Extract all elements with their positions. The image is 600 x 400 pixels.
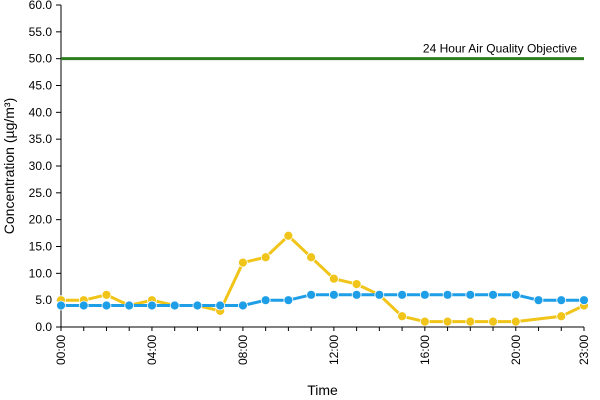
series-line-1 [61,234,585,324]
x-tick-label: 23:00 [577,335,591,365]
series-2-point [374,289,385,300]
series-1-point [283,230,294,241]
series-1-point [397,311,407,322]
series-2-point [192,300,203,311]
series-1-point [556,311,567,322]
x-tick-label: 16:00 [418,335,432,365]
y-tick-label: 15.0 [29,240,53,254]
series-2-point [101,300,112,311]
series-2-point [238,300,248,311]
x-tick-label: 08:00 [236,335,250,365]
series-1-point [488,316,498,327]
y-axis-title: Concentration (µg/m³) [1,98,17,234]
x-tick-label: 20:00 [509,335,523,365]
series-1-point [419,316,430,327]
y-tick-label: 35.0 [29,132,53,146]
series-1-point [465,316,476,327]
y-tick-label: 0.0 [35,320,52,334]
y-tick-label: 30.0 [29,159,53,173]
series-2-point [147,300,157,311]
series-1-point [306,252,317,263]
series-2-point [260,295,271,306]
x-tick-label: 00:00 [54,335,68,365]
series-2-point [215,300,226,311]
series-1-point [238,257,248,268]
series-2-point [169,300,180,311]
series-1-point [260,252,271,263]
x-axis-ticks: 00:00 04:00 08:00 12:00 16:00 20:00 23:00 [54,327,591,365]
x-axis-title: Time [307,382,338,398]
series-2-point [488,289,498,300]
y-tick-label: 45.0 [29,79,53,93]
y-tick-label: 25.0 [29,186,53,200]
y-tick-label: 20.0 [29,213,53,227]
series-2-point [124,300,135,311]
series-2-point [419,289,430,300]
series-1-point [442,316,453,327]
series-1-point [351,279,362,289]
series-2-point [510,289,521,300]
series-1-point [510,316,521,327]
y-tick-label: 60.0 [29,0,53,12]
y-axis-ticks: 0.0 5.0 10.0 15.0 20.0 25.0 30.0 35.0 40.0 45.0 50… [29,0,61,334]
x-tick-label: 04:00 [145,335,159,365]
y-tick-label: 50.0 [29,52,53,66]
series-2-point [465,289,476,300]
x-tick-label: 12:00 [327,335,341,365]
air-quality-objective-label: 24 Hour Air Quality Objective [423,42,577,56]
series-2-point [351,289,362,300]
series-2-point [579,295,589,306]
series-2-point [56,300,66,311]
series-1-point [328,273,339,284]
y-tick-label: 5.0 [35,293,52,307]
y-tick-label: 55.0 [29,25,53,39]
series-2-point [328,289,339,300]
y-tick-label: 40.0 [29,105,53,119]
series-2-point [397,289,407,300]
series-2-point [533,295,544,306]
series-1-point [101,289,112,300]
series-layer [56,230,589,327]
series-2-point [556,295,567,306]
series-2-point [78,300,89,311]
y-tick-label: 10.0 [29,266,53,280]
series-2-point [283,295,294,306]
series-2-point [442,289,453,300]
series-2-point [306,289,317,300]
